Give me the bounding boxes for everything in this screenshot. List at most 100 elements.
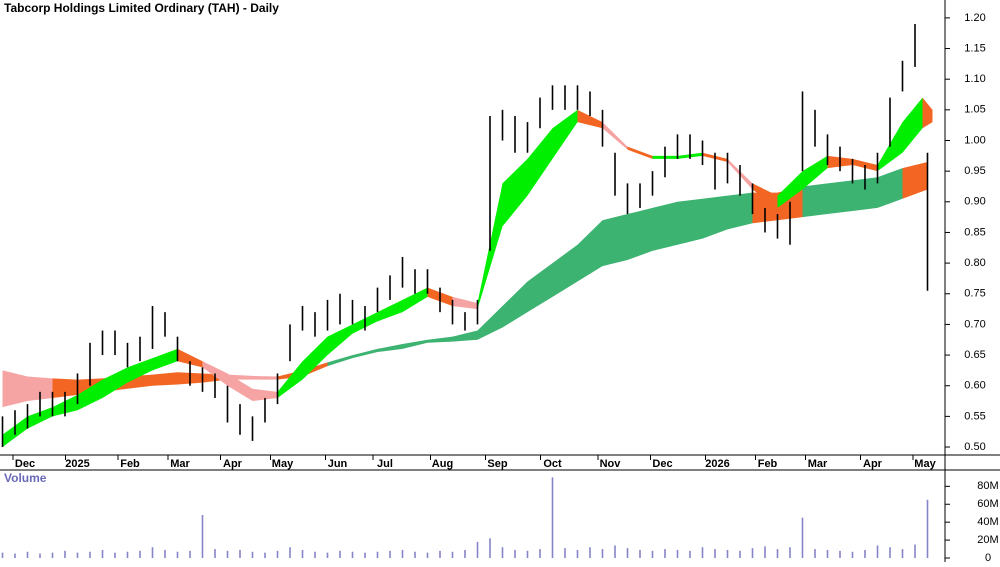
- x-tick-label: Mar: [808, 458, 828, 470]
- volume-bar: [826, 549, 829, 558]
- ribbon-segment: [552, 244, 578, 297]
- y-tick-label: 1.20: [964, 12, 985, 24]
- volume-bar: [764, 546, 766, 558]
- volume-bar: [89, 551, 91, 558]
- volume-title: Volume: [4, 471, 47, 485]
- x-tick-label: Jun: [328, 458, 348, 470]
- volume-bar: [601, 549, 604, 558]
- y-tick-label: 0.75: [964, 288, 985, 300]
- volume-bar: [464, 549, 466, 558]
- volume-bar: [789, 547, 791, 558]
- volume-bar: [364, 552, 366, 558]
- ribbon-segment: [227, 373, 253, 402]
- ribbon-segment: [327, 355, 353, 367]
- ribbon-segment: [922, 97, 933, 129]
- x-tick-label: Dec: [652, 458, 672, 470]
- volume-bar: [76, 552, 79, 558]
- y-tick-label: 1.00: [964, 134, 985, 146]
- y-tick-label: 20M: [977, 534, 998, 546]
- volume-bar: [289, 547, 291, 558]
- ribbon-segment: [802, 183, 828, 218]
- ribbon-segment: [777, 171, 803, 208]
- volume-bar: [176, 551, 179, 558]
- ribbon-segment: [877, 168, 903, 208]
- volume-bar: [776, 549, 779, 558]
- volume-bar: [39, 553, 41, 558]
- volume-bar: [1, 552, 4, 558]
- x-tick-label: Apr: [863, 458, 883, 470]
- volume-bar: [526, 550, 529, 558]
- x-tick-label: Dec: [15, 458, 35, 470]
- ribbon-segment: [102, 367, 128, 398]
- y-tick-label: 0.85: [964, 226, 985, 238]
- ribbon-segment: [152, 348, 178, 371]
- ribbon-segment: [152, 372, 178, 386]
- ribbon-segment: [602, 214, 628, 267]
- volume-bar: [539, 549, 541, 558]
- volume-bar: [26, 551, 29, 558]
- volume-bar: [164, 549, 166, 558]
- ribbon-segment: [677, 198, 703, 245]
- volume-bar: [914, 544, 916, 558]
- y-tick-label: 0.95: [964, 165, 985, 177]
- volume-bar: [501, 547, 504, 558]
- volume-bar: [14, 553, 16, 558]
- x-tick-label: Apr: [223, 458, 243, 470]
- volume-bar: [114, 552, 116, 558]
- y-tick-label: 0.70: [964, 318, 985, 330]
- volume-bar: [714, 549, 716, 558]
- y-tick-label: 0.65: [964, 349, 985, 361]
- ribbon-segment: [627, 146, 653, 159]
- ribbon-segment: [2, 370, 28, 408]
- volume-bar: [139, 550, 141, 558]
- volume-bar: [564, 548, 566, 558]
- ribbon-segment: [627, 207, 653, 261]
- x-tick-label: Feb: [758, 458, 778, 470]
- x-tick-label: Nov: [600, 458, 622, 470]
- volume-bar: [801, 517, 804, 558]
- volume-bar: [889, 547, 891, 558]
- y-tick-label: 1.15: [964, 42, 985, 54]
- y-tick-label: 0.50: [964, 441, 985, 453]
- ribbon-segment: [502, 158, 528, 227]
- ribbon-segment: [527, 263, 553, 313]
- volume-bar: [676, 549, 679, 558]
- volume-bar: [864, 549, 866, 558]
- volume-bar: [689, 550, 691, 558]
- ribbon-segment: [652, 201, 678, 251]
- volume-bar: [151, 547, 154, 558]
- ribbon-segment: [452, 296, 478, 310]
- volume-bar: [514, 549, 516, 558]
- ribbon-segment: [252, 388, 278, 402]
- volume-bar: [439, 550, 441, 558]
- volume-bar: [476, 541, 479, 558]
- y-tick-label: 0.55: [964, 410, 985, 422]
- volume-bar: [751, 548, 754, 558]
- volume-bar: [126, 551, 129, 558]
- y-tick-label: 0: [985, 552, 991, 562]
- ribbon-segment: [127, 358, 153, 383]
- volume-bar: [401, 549, 404, 558]
- ribbon-segment: [402, 287, 428, 313]
- ribbon-segment: [302, 336, 328, 380]
- ribbon-segment: [852, 177, 878, 211]
- volume-bar: [339, 550, 341, 558]
- volume-bar: [376, 551, 379, 558]
- volume-bar: [726, 549, 729, 558]
- x-tick-label: Jul: [377, 458, 393, 470]
- ribbon-segment: [402, 339, 428, 349]
- y-tick-label: 80M: [977, 480, 998, 492]
- volume-bar: [701, 547, 704, 558]
- ribbon-segment: [427, 336, 453, 343]
- volume-bar: [64, 550, 66, 558]
- ribbon-segment: [52, 378, 78, 398]
- y-tick-label: 0.90: [964, 196, 985, 208]
- volume-bar: [414, 551, 416, 558]
- ribbon-segment: [477, 306, 503, 340]
- volume-bar: [101, 549, 104, 558]
- ribbon-segment: [902, 161, 928, 199]
- volume-bar: [226, 550, 229, 558]
- ribbon-segment: [452, 330, 478, 342]
- ribbon-segment: [277, 361, 303, 398]
